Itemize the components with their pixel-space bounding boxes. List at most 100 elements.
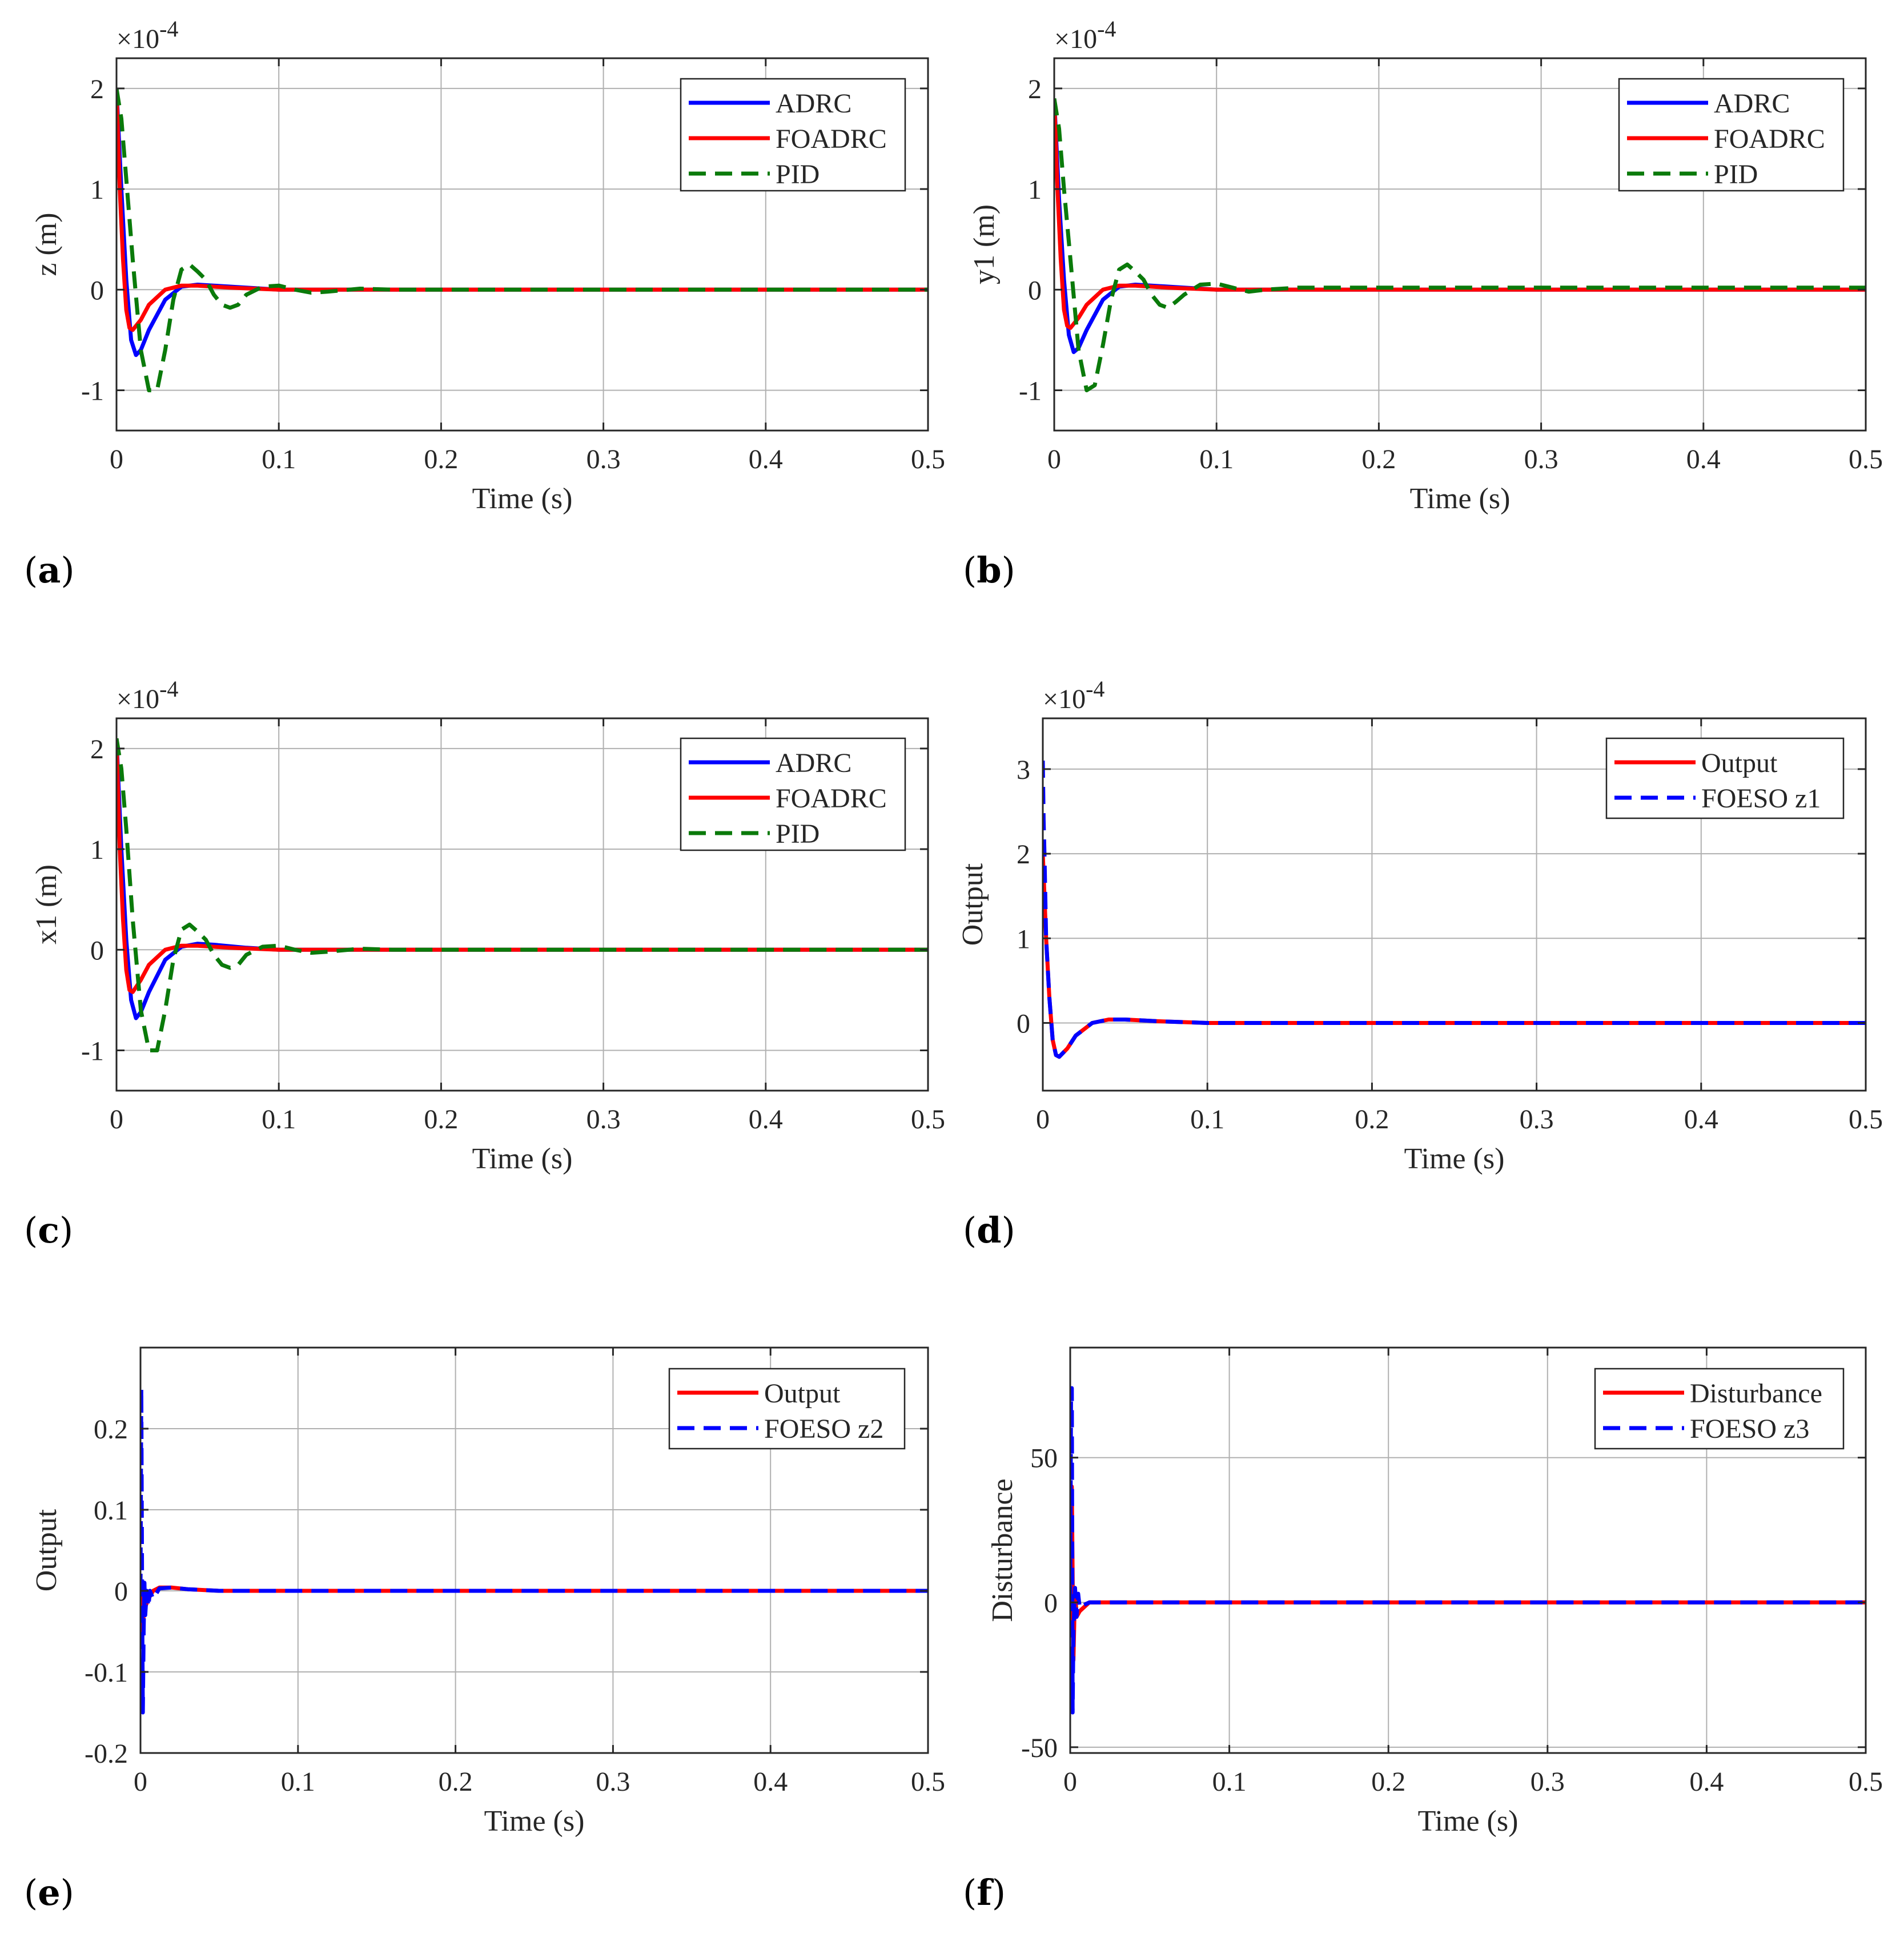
y-tick-label: -50 [1021,1733,1058,1763]
axes-box [1053,57,1867,432]
x-tick-label: 0.2 [424,444,458,475]
x-axis-label: Time (s) [1418,1805,1519,1838]
panel-label: (b) [963,549,1015,591]
y-tick-label: 1 [90,175,104,205]
legend-label: PID [1714,159,1758,190]
y-tick-label: 0.2 [94,1414,128,1445]
legend-label: FOADRC [776,124,887,154]
x-tick-label: 0 [1063,1767,1077,1797]
y-tick-label: -1 [1019,376,1042,407]
series-line-foeso-z3 [1070,1386,1866,1715]
x-tick-label: 0.5 [911,1104,945,1135]
y-axis-label: y1 (m) [968,204,1001,284]
y-tick-label: -1 [81,1036,104,1067]
x-tick-label: 0.3 [1524,444,1558,475]
legend: ADRC FOADRC PID [1618,78,1845,192]
legend-label: FOADRC [1714,124,1825,154]
legend-label: FOESO z1 [1701,783,1821,814]
x-tick-label: 0.1 [1212,1767,1247,1797]
y-tick-label: 2 [90,734,104,765]
panel-label: (c) [24,1209,73,1251]
y-axis-label: x1 (m) [30,865,63,944]
legend: ADRC FOADRC PID [680,737,906,851]
x-axis-label: Time (s) [1404,1143,1505,1175]
x-tick-label: 0.1 [1190,1104,1224,1135]
x-tick-label: 0.1 [281,1767,315,1797]
x-tick-label: 0.5 [1849,444,1883,475]
series-group [1070,1386,1866,1715]
legend-label: PID [776,159,820,190]
x-tick-label: 0.2 [1361,444,1396,475]
chart-panel-a: 0 0.1 0.2 0.3 0.4 0.5 -1 0 1 2 Time (s) z (m) ×10-4 A… [24,16,945,591]
axes-box [115,57,929,432]
y-axis-label: Output [957,863,989,946]
y-tick-label: 3 [1017,755,1030,785]
y-tick-label: -1 [81,376,104,407]
x-tick-label: 0.3 [587,444,621,475]
x-tick-label: 0.4 [749,444,783,475]
x-tick-label: 0.1 [262,1104,296,1135]
x-tick-label: 0.5 [911,444,945,475]
x-tick-label: 0.5 [911,1767,945,1797]
x-tick-label: 0.2 [1371,1767,1405,1797]
legend-label: FOESO z3 [1690,1414,1809,1444]
y-exponent-label: ×10-4 [117,16,178,54]
axes-box [139,1346,929,1754]
panel-label: (d) [963,1209,1015,1251]
y-tick-label: 0 [1028,275,1042,305]
x-tick-label: 0.4 [1689,1767,1724,1797]
x-axis-label: Time (s) [484,1805,585,1838]
legend: Output FOESO z2 [668,1368,906,1450]
series-line-pid [117,88,928,392]
x-tick-label: 0.2 [439,1767,473,1797]
x-tick-label: 0.3 [1531,1767,1565,1797]
y-exponent-label: ×10-4 [1043,676,1104,714]
chart-panel-c: 0 0.1 0.2 0.3 0.4 0.5 -1 0 1 2 Time (s) x1 (m) ×10-4… [24,676,945,1251]
series-line-pid [117,738,928,1052]
y-tick-label: 2 [1017,839,1030,870]
y-tick-label: -0.1 [85,1658,128,1688]
x-tick-label: 0.2 [424,1104,458,1135]
axes-box [115,717,929,1092]
series-line-foadrc [117,738,928,994]
series-group [117,738,928,1052]
x-tick-label: 0.4 [753,1767,788,1797]
panel-label: (a) [24,549,75,591]
series-line-foeso-z1 [1043,761,1866,1059]
x-axis-label: Time (s) [472,1143,573,1175]
x-axis-label: Time (s) [1410,483,1511,515]
legend-label: Output [1701,748,1778,778]
series-group [117,88,928,392]
legend-label: Output [764,1378,841,1409]
y-tick-label: 1 [1017,924,1030,954]
x-tick-label: 0.4 [749,1104,783,1135]
x-tick-label: 0 [110,1104,123,1135]
series-line-foadrc [1054,98,1866,330]
series-group [140,1386,928,1715]
x-tick-label: 0.3 [587,1104,621,1135]
y-tick-label: 1 [1028,175,1042,205]
x-tick-label: 0.1 [262,444,296,475]
legend: ADRC FOADRC PID [680,78,906,192]
x-tick-label: 0.3 [596,1767,630,1797]
chart-panel-d: 0 0.1 0.2 0.3 0.4 0.5 0 1 2 3 Time (s) Output ×10-4 O… [957,676,1883,1251]
x-tick-label: 0 [1036,1104,1050,1135]
y-exponent-label: ×10-4 [1054,16,1116,54]
x-tick-label: 0 [134,1767,147,1797]
legend-label: ADRC [776,89,851,119]
series-line-foadrc [117,88,928,332]
y-tick-label: 0 [1044,1588,1058,1618]
chart-panel-b: 0 0.1 0.2 0.3 0.4 0.5 -1 0 1 2 Time (s) y1 (m) ×10-4… [963,16,1883,591]
legend: Disturbance FOESO z3 [1594,1368,1845,1450]
y-axis-label: z (m) [30,212,63,276]
axes-box [1042,717,1867,1092]
legend-box [1605,737,1845,819]
legend-label: Disturbance [1690,1378,1822,1409]
y-tick-label: 0 [90,935,104,966]
legend-label: FOESO z2 [764,1414,883,1444]
legend-label: ADRC [1714,89,1790,119]
y-tick-label: 50 [1030,1444,1058,1474]
x-axis-label: Time (s) [472,483,573,515]
